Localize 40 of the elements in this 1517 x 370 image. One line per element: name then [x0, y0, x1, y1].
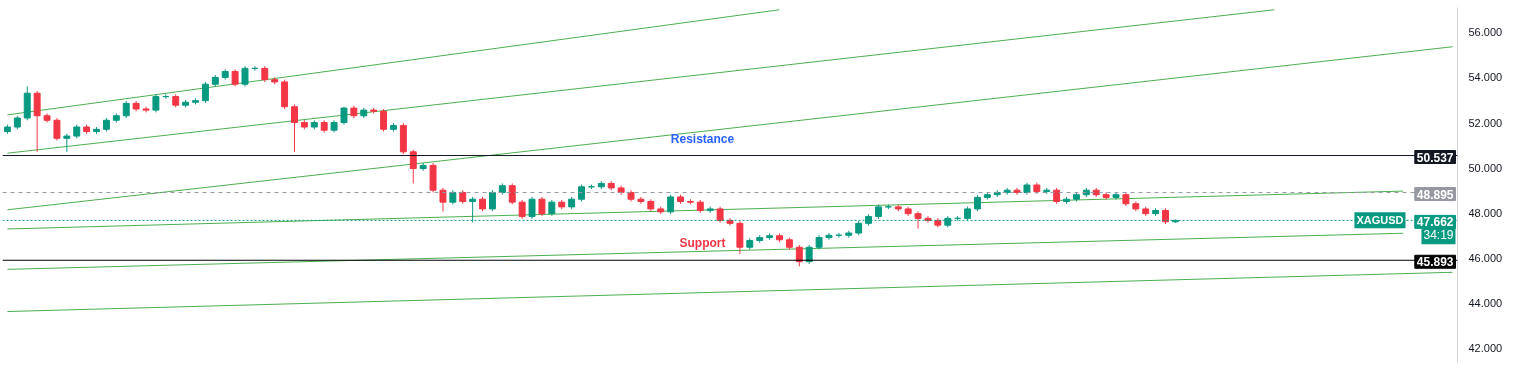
candlestick [291, 103, 298, 153]
y-tick-label: 46.000 [1468, 251, 1503, 264]
candlestick [241, 65, 249, 87]
ref-line-label: 47.662 [1416, 215, 1454, 230]
y-tick-label: 52.000 [1468, 116, 1503, 129]
candlestick [201, 81, 209, 104]
y-tick-label: 44.000 [1468, 296, 1503, 309]
candlestick [825, 232, 833, 241]
candlestick [380, 108, 388, 133]
annotation: 34:19 [1423, 228, 1454, 243]
ref-line-label: 48.895 [1416, 187, 1454, 202]
y-tick-label: 54.000 [1468, 71, 1503, 84]
y-tick-label: 48.000 [1468, 206, 1503, 219]
candlestick [53, 117, 61, 142]
candlestick [805, 244, 813, 265]
annotation: Support [679, 236, 726, 251]
candlestick [637, 196, 645, 205]
annotation: XAGUSD [1356, 214, 1404, 227]
candlestick [1013, 187, 1021, 196]
ref-line-label: 50.537 [1416, 150, 1454, 165]
candlestick [152, 93, 160, 113]
y-tick-label: 56.000 [1468, 26, 1503, 39]
candlestick [736, 220, 744, 255]
candlestick [795, 244, 803, 267]
candlestick [488, 189, 496, 212]
candlestick [439, 187, 447, 212]
y-tick-label: 42.000 [1468, 342, 1503, 355]
candlestick [924, 215, 932, 224]
candlestick [538, 196, 546, 217]
y-tick-label: 50.000 [1468, 161, 1503, 174]
candlestick [1102, 191, 1110, 201]
candlestick [409, 149, 417, 184]
candlestick [914, 210, 922, 230]
ref-line-label: 45.893 [1416, 255, 1454, 270]
candlestick [508, 182, 516, 205]
candlestick [33, 90, 41, 153]
candlestick [667, 194, 675, 215]
candlestick [63, 133, 71, 153]
candlestick [518, 199, 526, 220]
annotation: Resistance [670, 131, 735, 146]
